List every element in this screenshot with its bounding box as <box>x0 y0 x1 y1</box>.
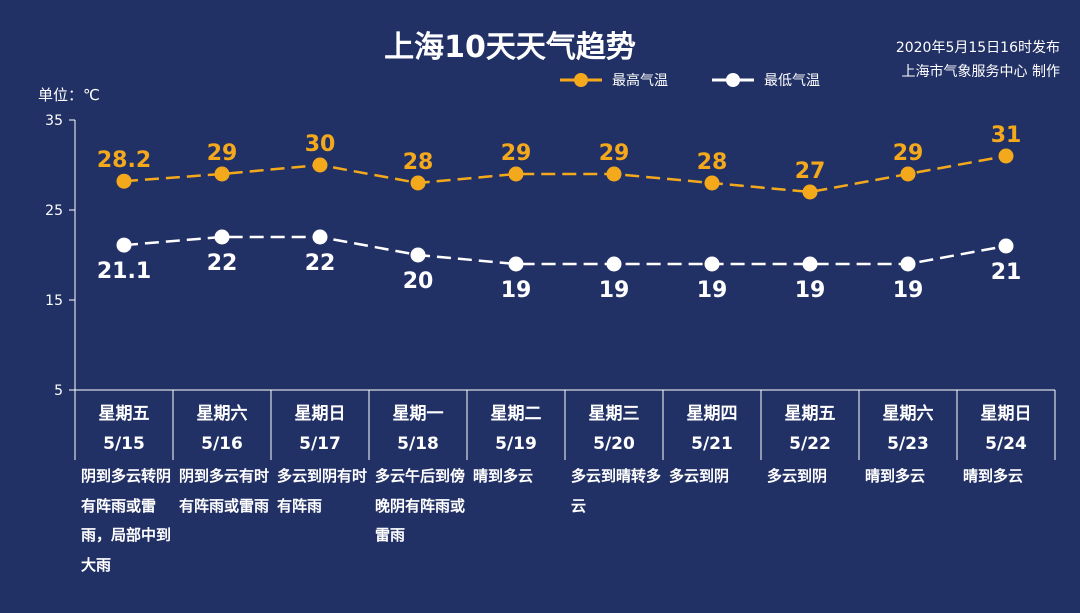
high-temp-label: 28.2 <box>97 148 151 173</box>
legend-low-label: 最低气温 <box>764 73 820 89</box>
low-temp-point <box>410 247 426 263</box>
high-temp-point <box>508 166 524 182</box>
day-cell: 星期五 5/22 <box>761 392 859 460</box>
day-date: 5/24 <box>985 434 1027 454</box>
day-weather: 阴到多云有时有阵雨或雷雨 <box>179 467 270 515</box>
high-temp-point <box>410 175 426 191</box>
day-date: 5/22 <box>789 434 831 454</box>
low-temp-label: 19 <box>795 278 826 303</box>
day-cell: 星期二 5/19 <box>467 392 565 460</box>
day-weekday: 星期五 <box>98 404 150 424</box>
publisher: 上海市气象服务中心 制作 <box>901 64 1060 80</box>
day-cell: 星期五 5/15 <box>75 392 173 460</box>
day-weekday: 星期六 <box>882 404 934 424</box>
day-date: 5/18 <box>397 434 439 454</box>
legend-low: 最低气温 <box>712 70 820 90</box>
unit-label: 单位：℃ <box>38 86 100 104</box>
high-temp-label: 28 <box>697 150 728 175</box>
high-temp-point <box>704 175 720 191</box>
publish-info: 2020年5月15日16时发布 上海市气象服务中心 制作 <box>896 36 1060 84</box>
high-temp-point <box>116 173 132 189</box>
high-temp-label: 29 <box>599 141 630 166</box>
day-weekday: 星期二 <box>490 404 542 424</box>
high-temp-label: 27 <box>795 159 826 184</box>
high-temp-label: 29 <box>893 141 924 166</box>
low-temp-label: 19 <box>893 278 924 303</box>
day-cell: 星期日 5/17 <box>271 392 369 460</box>
low-temp-label: 19 <box>599 278 630 303</box>
low-temp-label: 22 <box>207 251 238 276</box>
chart-title: 上海10天天气趋势 <box>384 30 636 65</box>
low-temp-label: 19 <box>697 278 728 303</box>
day-cell: 星期六 5/23 <box>859 392 957 460</box>
low-temp-line <box>123 235 1007 266</box>
low-temp-point <box>508 256 524 272</box>
low-temp-point <box>998 238 1014 254</box>
day-date: 5/17 <box>299 434 341 454</box>
day-cell: 星期一 5/18 <box>369 392 467 460</box>
low-temp-point <box>704 256 720 272</box>
high-temp-label: 31 <box>991 123 1022 148</box>
low-temp-point <box>802 256 818 272</box>
day-weather: 多云到阴 <box>669 467 730 485</box>
high-temp-point <box>998 148 1014 164</box>
day-weekday: 星期三 <box>588 404 640 424</box>
high-temp-label: 28 <box>403 150 434 175</box>
day-weather: 阴到多云转阴有阵雨或雷雨，局部中到大雨 <box>81 467 172 574</box>
legend-high: 最高气温 <box>560 70 668 90</box>
day-cell: 星期三 5/20 <box>565 392 663 460</box>
day-weather: 多云到晴转多云 <box>571 467 662 515</box>
low-temp-label: 21 <box>991 260 1022 285</box>
publish-time: 2020年5月15日16时发布 <box>895 40 1060 56</box>
y-tick-label: 25 <box>45 203 63 219</box>
day-weekday: 星期日 <box>294 404 346 424</box>
day-weekday: 星期日 <box>980 404 1032 424</box>
day-weather: 多云午后到傍晚阴有阵雨或雷雨 <box>375 467 466 544</box>
high-temp-point <box>900 166 916 182</box>
day-weather: 多云到阴有时有阵雨 <box>277 467 368 515</box>
y-tick-label: 35 <box>45 113 63 129</box>
high-temp-point <box>214 166 230 182</box>
day-cell: 星期日 5/24 <box>957 392 1055 460</box>
low-temp-label: 21.1 <box>97 259 151 284</box>
day-date: 5/16 <box>201 434 243 454</box>
legend-high-label: 最高气温 <box>612 73 668 89</box>
low-temp-label: 19 <box>501 278 532 303</box>
day-weekday: 星期六 <box>196 404 248 424</box>
day-cell: 星期六 5/16 <box>173 392 271 460</box>
low-temp-point <box>116 237 132 253</box>
legend-high-marker <box>560 73 602 87</box>
day-date: 5/23 <box>887 434 929 454</box>
day-weekday: 星期一 <box>392 404 444 424</box>
day-weekday: 星期五 <box>784 404 836 424</box>
day-date: 5/19 <box>495 434 537 454</box>
day-date: 5/15 <box>103 434 145 454</box>
legend-low-marker <box>712 73 754 87</box>
high-temp-point <box>606 166 622 182</box>
low-temp-point <box>606 256 622 272</box>
low-temp-point <box>900 256 916 272</box>
high-temp-label: 29 <box>207 141 238 166</box>
day-weather: 晴到多云 <box>865 467 926 485</box>
high-temp-line <box>123 154 1007 194</box>
low-temp-label: 20 <box>403 269 434 294</box>
low-temp-point <box>214 229 230 245</box>
day-weather: 多云到阴 <box>767 467 828 485</box>
y-tick-label: 15 <box>45 293 63 309</box>
high-temp-label: 30 <box>305 132 336 157</box>
low-temp-label: 22 <box>305 251 336 276</box>
y-tick-label: 5 <box>54 383 63 399</box>
day-date: 5/20 <box>593 434 635 454</box>
day-weather: 晴到多云 <box>473 467 534 485</box>
high-temp-label: 29 <box>501 141 532 166</box>
day-date: 5/21 <box>691 434 733 454</box>
high-temp-point <box>312 157 328 173</box>
low-temp-point <box>312 229 328 245</box>
day-cell: 星期四 5/21 <box>663 392 761 460</box>
day-weather: 晴到多云 <box>963 467 1024 485</box>
high-temp-point <box>802 184 818 200</box>
day-weekday: 星期四 <box>686 404 738 424</box>
